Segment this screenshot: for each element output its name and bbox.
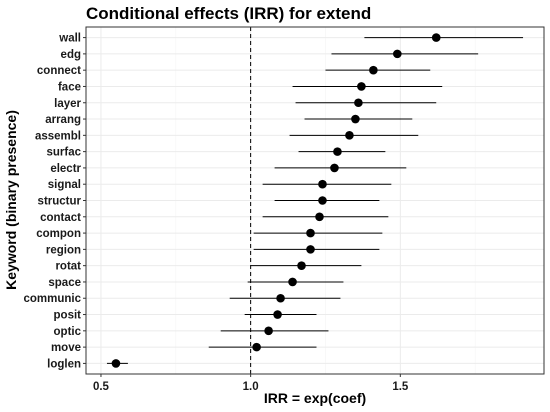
point-layer [354,98,363,108]
x-tick-label: 1.5 [392,381,409,393]
chart-title: Conditional effects (IRR) for extend [86,4,371,23]
point-arrang [351,114,360,124]
y-tick-label-move: move [51,342,81,354]
y-tick-label-surfac: surfac [46,147,81,159]
y-tick-label-region: region [46,244,81,256]
y-tick-label-signal: signal [48,179,81,191]
y-axis-title: Keyword (binary presence) [3,110,19,290]
point-connect [369,65,378,75]
x-axis-title: IRR = exp(coef) [264,390,366,406]
y-tick-label-wall: wall [58,33,81,45]
x-tick-labels: 0.5 1.0 1.5 [93,374,409,393]
point-move [252,342,261,352]
y-tick-label-assembl: assembl [35,130,81,142]
point-face [357,82,366,91]
point-electr [330,163,339,173]
data-marks [106,33,524,368]
point-edg [393,49,402,59]
y-tick-label-electr: electr [50,163,81,175]
y-tick-label-optic: optic [54,326,82,338]
point-wall [431,33,441,42]
point-signal [318,179,327,189]
y-tick-label-posit: posit [54,310,82,322]
point-contact [315,212,324,222]
x-tick-label: 0.5 [93,381,110,393]
point-compon [306,228,315,238]
point-rotat [297,261,306,270]
y-tick-label-space: space [48,277,81,289]
y-tick-label-compon: compon [36,228,81,240]
point-structur [318,196,327,205]
point-surfac [333,147,342,156]
y-tick-label-loglen: loglen [47,358,81,370]
plot-border [85,26,545,375]
y-tick-label-edg: edg [61,49,81,61]
x-tick-label: 1.0 [243,381,259,393]
point-loglen [111,359,121,368]
y-tick-label-layer: layer [54,98,81,110]
point-optic [264,326,273,336]
point-region [306,245,315,254]
y-tick-label-face: face [58,81,81,93]
y-tick-label-connect: connect [37,65,81,77]
point-space [288,277,297,287]
y-tick-label-rotat: rotat [55,261,81,273]
y-tick-label-arrang: arrang [45,114,81,126]
point-posit [273,310,282,319]
point-assembl [345,131,354,140]
y-tick-label-structur: structur [38,196,82,208]
y-tick-label-communic: communic [23,293,81,305]
y-tick-labels: wall edg connect face layer arrang assembl surf… [23,33,86,370]
y-tick-label-contact: contact [40,212,81,224]
point-communic [276,293,285,303]
